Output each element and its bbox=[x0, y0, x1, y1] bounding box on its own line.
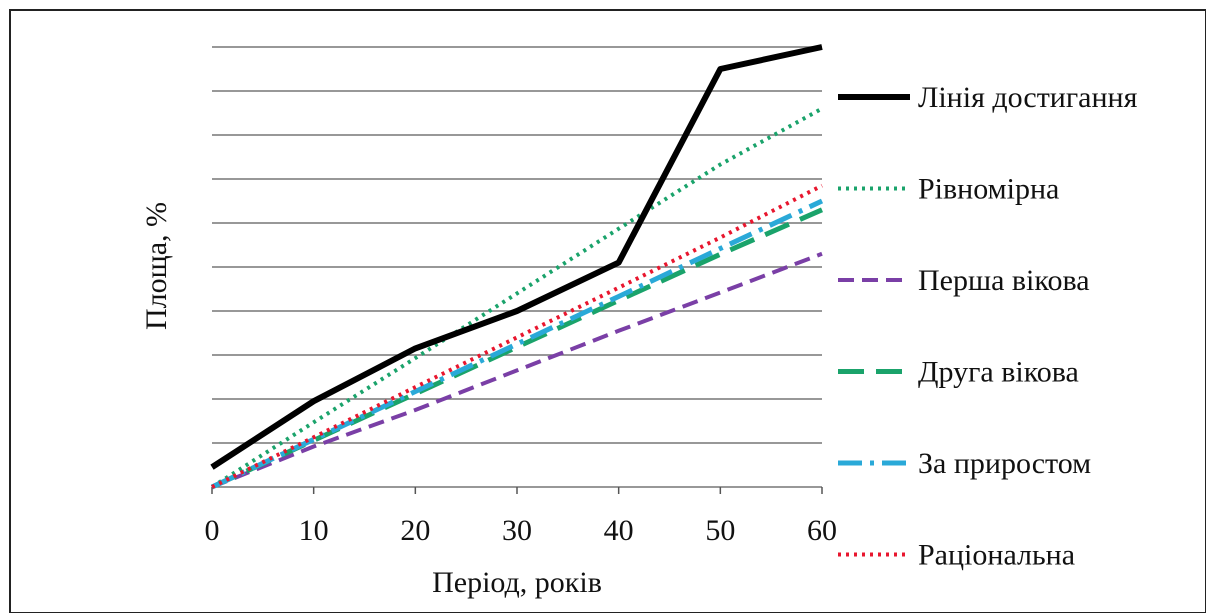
series-line bbox=[210, 198, 824, 490]
series-line bbox=[211, 251, 823, 489]
series-line bbox=[210, 44, 823, 470]
x-tick-label: 10 bbox=[299, 514, 329, 547]
x-tick-label: 50 bbox=[705, 514, 735, 547]
x-tick-label: 30 bbox=[502, 514, 532, 547]
legend-label: Рівномірна bbox=[918, 173, 1059, 206]
legend-label: За приростом bbox=[918, 447, 1091, 480]
series-line bbox=[211, 183, 823, 489]
legend: Лінія достигання Рівномірна Перша вікова Др… bbox=[838, 81, 1138, 572]
x-tick-label: 40 bbox=[604, 514, 634, 547]
y-axis-title: Площа, % bbox=[140, 202, 173, 330]
x-tick-labels: 0 10 20 30 40 50 60 bbox=[205, 514, 838, 547]
x-axis-title: Період, років bbox=[432, 566, 602, 599]
series-line bbox=[210, 106, 823, 489]
grid-lines bbox=[211, 46, 823, 494]
series-lines bbox=[210, 44, 824, 490]
x-tick-label: 60 bbox=[807, 514, 837, 547]
legend-label: Друга вікова bbox=[918, 356, 1079, 389]
legend-label: Лінія достигання bbox=[918, 81, 1138, 114]
x-tick-label: 20 bbox=[400, 514, 430, 547]
legend-label: Перша вікова bbox=[918, 264, 1090, 297]
x-tick-label: 0 bbox=[205, 514, 220, 547]
legend-label: Раціональна bbox=[918, 539, 1075, 572]
